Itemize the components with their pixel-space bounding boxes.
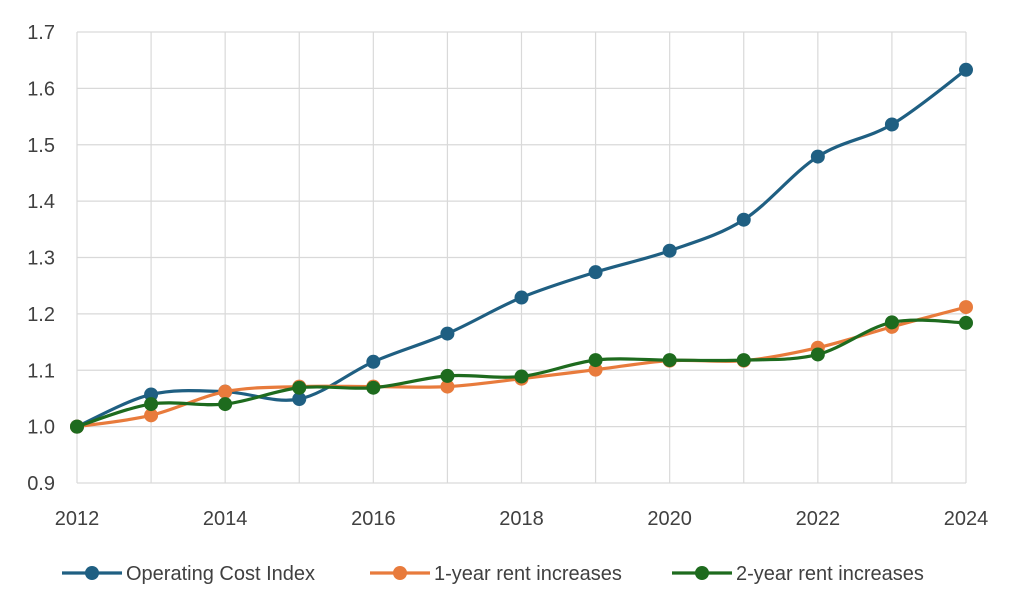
y-axis-tick-labels: 0.9 1.0 1.1 1.2 1.3 1.4 1.5 1.6 1.7 bbox=[27, 22, 55, 495]
y-tick-label: 1.0 bbox=[27, 417, 55, 439]
data-point bbox=[144, 408, 159, 423]
data-point bbox=[292, 380, 307, 395]
x-tick-label: 2020 bbox=[647, 508, 692, 530]
legend-item: 2-year rent increases bbox=[672, 563, 924, 585]
legend-marker bbox=[85, 566, 99, 580]
data-point bbox=[440, 379, 455, 394]
legend-item: 1-year rent increases bbox=[370, 563, 622, 585]
x-tick-label: 2022 bbox=[796, 508, 841, 530]
x-tick-label: 2024 bbox=[944, 508, 989, 530]
data-point bbox=[144, 387, 159, 402]
y-tick-label: 1.1 bbox=[27, 360, 55, 382]
data-point bbox=[144, 397, 159, 412]
data-point bbox=[959, 62, 973, 77]
data-point bbox=[440, 326, 455, 341]
data-point bbox=[884, 315, 899, 330]
legend-label: 1-year rent increases bbox=[434, 563, 622, 585]
gridlines bbox=[76, 31, 967, 484]
x-tick-label: 2018 bbox=[499, 508, 544, 530]
data-point bbox=[366, 354, 381, 369]
data-point bbox=[218, 397, 233, 412]
data-point bbox=[588, 353, 603, 368]
y-tick-label: 1.4 bbox=[27, 191, 55, 213]
x-tick-label: 2012 bbox=[55, 508, 100, 530]
x-tick-label: 2016 bbox=[351, 508, 396, 530]
data-point bbox=[884, 117, 899, 132]
legend-item: Operating Cost Index bbox=[62, 563, 315, 585]
legend-label: Operating Cost Index bbox=[126, 563, 315, 585]
data-point bbox=[736, 212, 751, 227]
data-point bbox=[366, 380, 381, 395]
y-tick-label: 1.7 bbox=[27, 22, 55, 44]
legend-label: 2-year rent increases bbox=[736, 563, 924, 585]
legend: Operating Cost Index 1-year rent increase… bbox=[62, 563, 924, 585]
legend-marker bbox=[393, 566, 407, 580]
data-point bbox=[514, 290, 529, 305]
x-axis-tick-labels: 2012 2014 2016 2018 2020 2022 2024 bbox=[55, 508, 989, 530]
data-point bbox=[514, 369, 529, 384]
data-point bbox=[959, 315, 973, 330]
data-point bbox=[292, 392, 307, 407]
data-point bbox=[736, 353, 751, 368]
legend-marker bbox=[695, 566, 709, 580]
data-point bbox=[810, 149, 825, 164]
series-2-year-rent-increases bbox=[70, 315, 973, 434]
data-point bbox=[810, 347, 825, 362]
data-point bbox=[662, 243, 677, 258]
series-layer bbox=[70, 62, 973, 434]
y-tick-label: 1.6 bbox=[27, 78, 55, 100]
y-tick-label: 1.2 bbox=[27, 304, 55, 326]
y-tick-label: 1.3 bbox=[27, 248, 55, 270]
y-tick-label: 1.5 bbox=[27, 135, 55, 157]
data-point bbox=[218, 384, 233, 399]
x-tick-label: 2014 bbox=[203, 508, 248, 530]
data-point bbox=[588, 362, 603, 377]
data-point bbox=[440, 368, 455, 383]
data-point bbox=[662, 353, 677, 368]
data-point bbox=[588, 265, 603, 280]
data-point bbox=[959, 300, 973, 315]
data-point bbox=[70, 419, 84, 434]
y-tick-label: 0.9 bbox=[27, 473, 55, 495]
